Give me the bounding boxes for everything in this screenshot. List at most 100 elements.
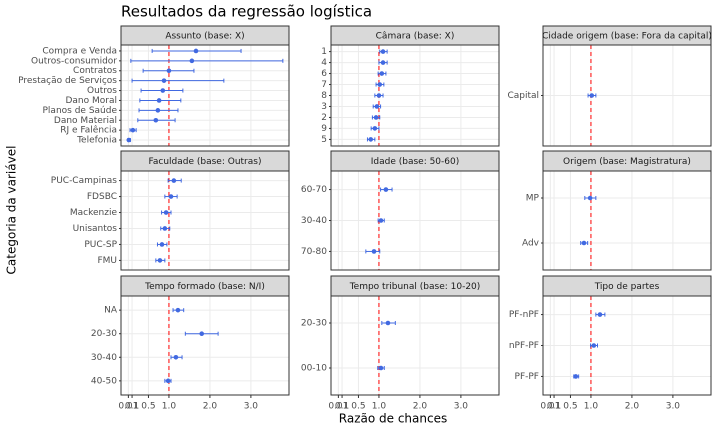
panel-background [121,296,289,395]
point [383,187,389,192]
y-tick-label: 20-30 [301,319,327,329]
y-tick-label: FDSBC [87,192,117,202]
y-tick-label: 7 [321,80,327,90]
point [371,249,377,254]
x-tick-label: 0.1 [125,402,139,412]
strip-title: Tempo tribunal (base: 10-20) [349,282,481,292]
point [165,378,171,384]
strip [330,25,500,46]
point [591,343,597,348]
y-tick-label: 5 [321,135,327,145]
strip [330,275,500,297]
y-tick-label: Compra e Venda [42,46,117,56]
point [157,258,163,263]
panel-background [543,171,711,270]
y-tick-label: 30-40 [91,353,117,363]
strip [120,275,290,297]
y-tick-label: Telefonia [76,136,117,146]
x-tick-label: 0.1 [335,402,349,412]
point [374,104,380,109]
x-tick-label: 0.5 [563,402,577,412]
point [377,82,383,87]
y-tick-label: Dano Moral [65,96,117,106]
strip [120,150,290,172]
x-axis-label: Razão de chances [339,412,447,426]
point [130,127,136,133]
x-tick-label: 1.0 [584,402,599,412]
y-tick-label: Unisantos [73,224,118,234]
point [378,365,384,371]
y-tick-label: 60-70 [301,185,327,195]
y-tick-label: PUC-SP [84,240,117,250]
point [373,115,379,120]
point [168,194,174,199]
strip [542,25,712,46]
point [159,242,165,247]
point [193,48,199,54]
point [573,374,579,379]
x-tick-label: 2.0 [203,402,218,412]
point [380,49,386,54]
point [589,93,595,98]
point [189,58,195,64]
strip-title: Tipo de partes [594,282,660,292]
point [199,331,205,337]
strip-title: Cidade origem (base: Fora da capital) [542,32,712,42]
x-tick-label: 0.01 [540,402,560,412]
x-tick-label: 3.0 [454,402,469,412]
y-tick-label: Adv [522,239,540,249]
point [378,218,384,223]
point [166,68,172,74]
x-tick-label: 3.0 [244,402,259,412]
y-tick-label: 9 [321,124,327,134]
y-tick-label: FMU [97,256,117,266]
y-tick-label: 4 [321,58,327,68]
x-tick-label: 0.01 [118,402,138,412]
y-tick-label: Dano Material [54,116,117,126]
point [173,354,179,360]
y-tick-label: Outros [87,86,117,96]
x-tick-label: 2.0 [413,402,428,412]
point [156,98,162,103]
y-tick-label: 20-30 [91,329,117,339]
y-tick-label: PUC-Campinas [51,176,118,186]
x-tick-label: 0.1 [547,402,561,412]
x-tick-label: 3.0 [666,402,681,412]
strip-title: Tempo formado (base: N/I) [144,282,265,292]
point [163,210,169,215]
point [380,60,386,65]
point [126,137,132,143]
panel-background [331,296,499,395]
y-tick-label: 8 [321,91,327,101]
y-tick-label: PF-PF [515,372,539,382]
y-tick-label: 1 [321,47,327,57]
y-tick-label: Prestação de Serviços [18,76,117,86]
x-tick-label: 1.0 [372,402,387,412]
strip [120,25,290,46]
y-tick-label: NA [104,306,118,316]
strip-title: Assunto (base: X) [165,32,244,42]
point [153,117,159,123]
y-axis-label: Categoria da variável [5,146,19,275]
point [587,195,593,201]
y-tick-label: Contratos [73,66,117,76]
y-tick-label: 6 [321,69,327,79]
strip [542,275,712,297]
point [581,240,587,246]
x-tick-label: 1.0 [162,402,177,412]
strip [542,150,712,172]
strip-title: Faculdade (base: Outras) [149,157,262,167]
panel-background [121,171,289,270]
y-tick-label: MP [526,194,540,204]
y-tick-label: 00-10 [301,364,327,374]
point [372,126,378,131]
x-tick-label: 0.01 [328,402,348,412]
y-tick-label: Planos de Saúde [43,106,118,116]
strip-title: Idade (base: 50-60) [371,157,460,167]
y-tick-label: PF-nPF [509,310,539,320]
y-tick-label: 70-80 [301,247,327,257]
y-tick-label: 40-50 [91,376,117,386]
point [160,88,166,93]
point [379,71,385,76]
